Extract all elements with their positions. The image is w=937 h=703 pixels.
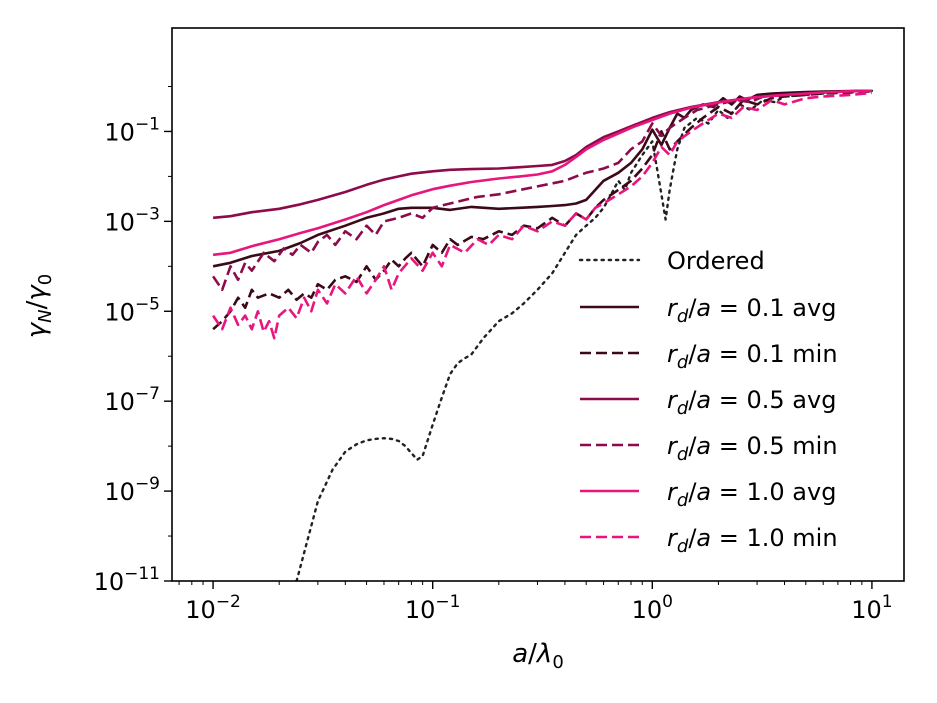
x-tick-label-2: 100 <box>632 592 673 624</box>
y-tick-label-2: 10−5 <box>104 294 160 326</box>
legend-label-6: rd/a = 1.0 min <box>667 524 838 557</box>
y-tick-label-5: 10−11 <box>94 564 160 596</box>
series-line-4 <box>212 89 872 292</box>
ticks-layer: 10−2 10−1 100 101 10−1 10−3 10−5 10−7 10−9 10−11 <box>94 85 893 624</box>
legend-label-5: rd/a = 1.0 avg <box>667 478 836 511</box>
series-line-5 <box>212 89 872 257</box>
y-tick-label-4: 10−9 <box>104 474 160 506</box>
x-tick-label-3: 101 <box>851 592 892 624</box>
plot-frame <box>171 27 905 582</box>
x-tick-label-0: 10−2 <box>185 592 241 624</box>
x-tick-label-1: 10−1 <box>405 592 461 624</box>
x-axis-label: a/λ0 <box>512 639 564 673</box>
y-tick-label-0: 10−1 <box>104 114 160 146</box>
y-tick-label-3: 10−7 <box>104 384 160 416</box>
legend-label-4: rd/a = 0.5 min <box>667 432 838 465</box>
legend-label-1: rd/a = 0.1 avg <box>667 294 836 327</box>
legend-label-0: Ordered <box>667 247 765 275</box>
series-layer <box>212 89 874 581</box>
series-line-2 <box>212 90 872 331</box>
y-tick-label-1: 10−3 <box>104 204 160 236</box>
legend-label-2: rd/a = 0.1 min <box>667 340 838 373</box>
legend: Ordered rd/a = 0.1 avg rd/a = 0.1 min rd/a … <box>578 247 838 557</box>
legend-label-3: rd/a = 0.5 avg <box>667 386 836 419</box>
series-line-6 <box>212 91 873 340</box>
y-axis-label: γN/γ0 <box>22 274 56 338</box>
